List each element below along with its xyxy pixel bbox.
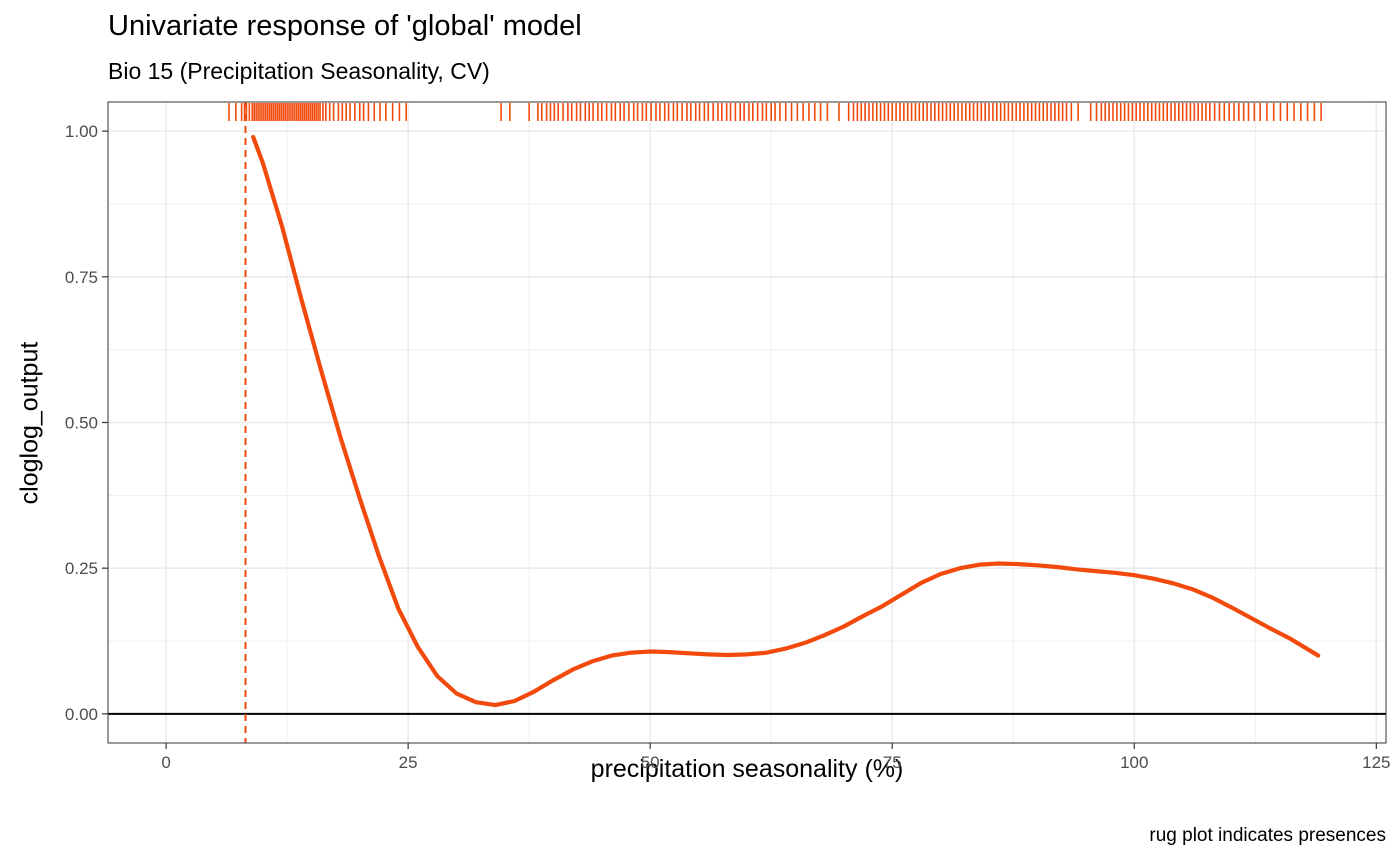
x-tick-label: 0 [161,753,170,772]
x-tick-label: 125 [1362,753,1390,772]
x-tick-label: 75 [883,753,902,772]
chart-title: Univariate response of 'global' model [108,10,582,42]
y-tick-label: 0.25 [65,559,98,578]
y-tick-label: 0.50 [65,414,98,433]
plot-marks [108,102,1386,743]
x-tick-label: 25 [399,753,418,772]
x-axis: 0 25 50 75 100 125 [161,743,1391,772]
y-tick-label: 0.75 [65,268,98,287]
y-tick-label: 1.00 [65,122,98,141]
x-tick-label: 50 [641,753,660,772]
x-axis-label: precipitation seasonality (%) [590,755,904,783]
y-tick-label: 0.00 [65,705,98,724]
major-gridlines [108,102,1386,743]
response-curve [251,134,1321,708]
chart-caption: rug plot indicates presences [1149,825,1386,846]
x-tick-label: 100 [1120,753,1148,772]
rug-plot [228,103,1322,121]
chart-subtitle: Bio 15 (Precipitation Seasonality, CV) [108,58,490,84]
y-axis: 0.00 0.25 0.50 0.75 1.00 [65,122,108,724]
